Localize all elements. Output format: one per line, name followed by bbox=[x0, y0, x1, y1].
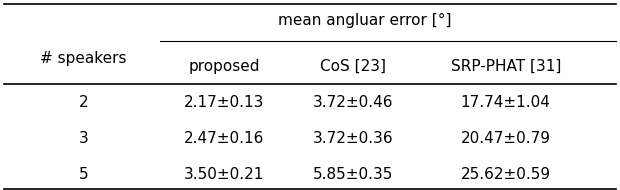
Text: 3.72±0.46: 3.72±0.46 bbox=[312, 95, 393, 109]
Text: SRP-PHAT [31]: SRP-PHAT [31] bbox=[451, 59, 561, 74]
Text: 2.47±0.16: 2.47±0.16 bbox=[184, 131, 265, 146]
Text: 25.62±0.59: 25.62±0.59 bbox=[461, 167, 551, 182]
Text: 3.72±0.36: 3.72±0.36 bbox=[312, 131, 393, 146]
Text: proposed: proposed bbox=[188, 59, 260, 74]
Text: mean angluar error [°]: mean angluar error [°] bbox=[278, 13, 452, 28]
Text: # speakers: # speakers bbox=[40, 51, 127, 66]
Text: 20.47±0.79: 20.47±0.79 bbox=[461, 131, 551, 146]
Text: 3: 3 bbox=[79, 131, 89, 146]
Text: 2.17±0.13: 2.17±0.13 bbox=[184, 95, 265, 109]
Text: 3.50±0.21: 3.50±0.21 bbox=[184, 167, 265, 182]
Text: 17.74±1.04: 17.74±1.04 bbox=[461, 95, 551, 109]
Text: 2: 2 bbox=[79, 95, 89, 109]
Text: 5: 5 bbox=[79, 167, 89, 182]
Text: 5.85±0.35: 5.85±0.35 bbox=[312, 167, 393, 182]
Text: CoS [23]: CoS [23] bbox=[320, 59, 386, 74]
